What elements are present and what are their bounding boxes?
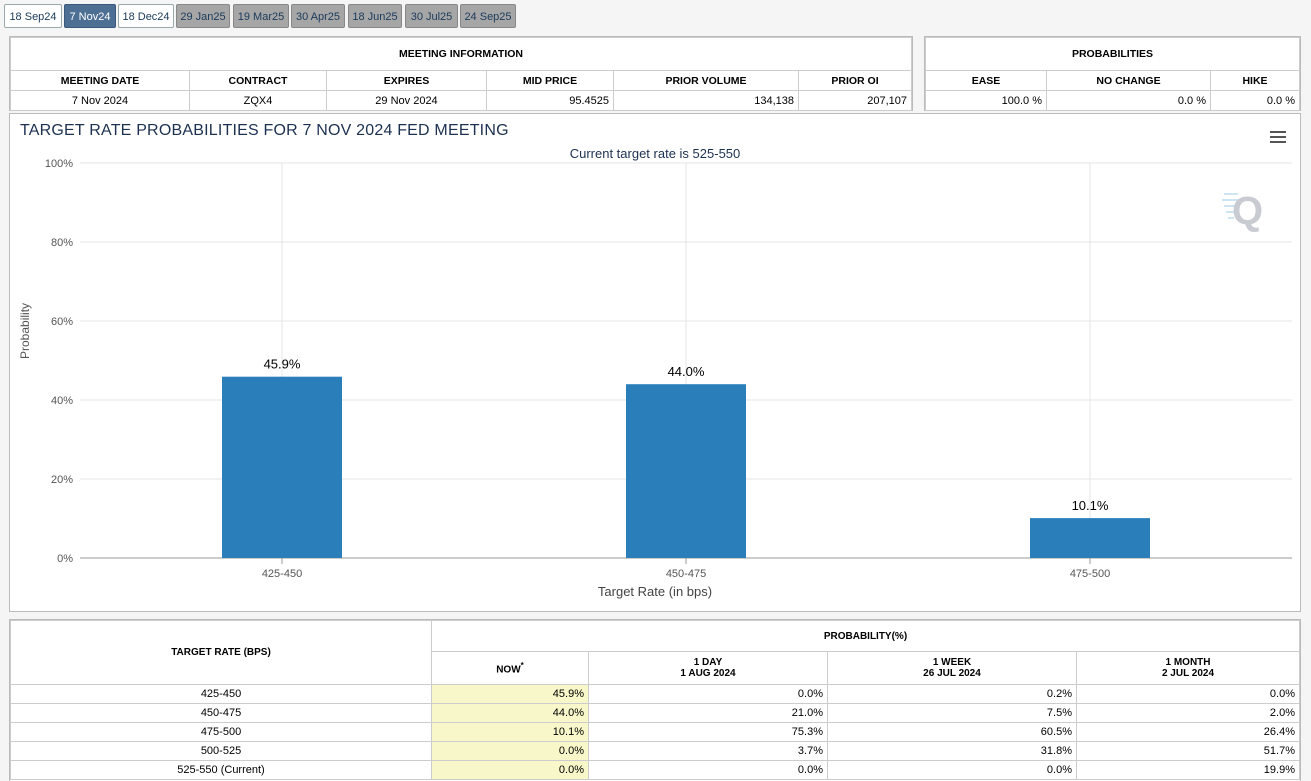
expires-value: 29 Nov 2024 (326, 90, 487, 111)
header-expires: EXPIRES (326, 70, 487, 91)
meeting-information-title: MEETING INFORMATION (10, 37, 912, 71)
header-now: NOW* (431, 651, 589, 685)
day-cell: 21.0% (588, 703, 828, 723)
now-cell: 44.0% (431, 703, 589, 723)
prior-oi-value: 207,107 (798, 90, 912, 111)
y-tick-label: 60% (51, 316, 73, 328)
day-cell: 0.0% (588, 684, 828, 704)
tab-18-jun25[interactable]: 18 Jun25 (348, 4, 402, 28)
week-cell: 0.2% (827, 684, 1077, 704)
probability-table-panel: TARGET RATE (BPS) PROBABILITY(%) NOW* 1 … (9, 619, 1301, 781)
week-cell: 31.8% (827, 741, 1077, 761)
tab-29-jan25[interactable]: 29 Jan25 (176, 4, 230, 28)
rate-cell: 450-475 (10, 703, 432, 723)
menu-icon[interactable] (1270, 131, 1286, 143)
quikstrike-logo-icon: Q (1222, 189, 1263, 233)
x-tick-label: 450-475 (666, 568, 706, 580)
mid-price-value: 95.4525 (486, 90, 614, 111)
meeting-information-panel: MEETING INFORMATION MEETING DATE CONTRAC… (9, 36, 913, 111)
tab-7-nov24[interactable]: 7 Nov24 (64, 4, 116, 28)
tab-24-sep25[interactable]: 24 Sep25 (460, 4, 516, 28)
header-no-change: NO CHANGE (1046, 70, 1211, 91)
no-change-value: 0.0 % (1046, 90, 1211, 111)
bar-450-475 (626, 384, 746, 558)
data-label: 45.9% (264, 357, 301, 372)
table-row: 475-500 10.1% 75.3% 60.5% 26.4% (10, 722, 1300, 742)
header-probability: PROBABILITY(%) (431, 620, 1300, 652)
tab-18-dec24[interactable]: 18 Dec24 (118, 4, 174, 28)
month-cell: 0.0% (1076, 684, 1300, 704)
header-1-month: 1 MONTH 2 JUL 2024 (1076, 651, 1300, 685)
svg-text:Q: Q (1232, 189, 1263, 233)
month-cell: 19.9% (1076, 760, 1300, 780)
now-cell: 0.0% (431, 760, 589, 780)
header-1-day: 1 DAY 1 AUG 2024 (588, 651, 828, 685)
probabilities-panel: PROBABILITIES EASE NO CHANGE HIKE 100.0 … (924, 36, 1301, 111)
rate-cell: 500-525 (10, 741, 432, 761)
week-cell: 0.0% (827, 760, 1077, 780)
header-prior-volume: PRIOR VOLUME (613, 70, 799, 91)
header-prior-oi: PRIOR OI (798, 70, 912, 91)
rate-cell: 425-450 (10, 684, 432, 704)
day-cell: 3.7% (588, 741, 828, 761)
header-contract: CONTRACT (189, 70, 327, 91)
tab-30-jul25[interactable]: 30 Jul25 (405, 4, 458, 28)
x-tick-label: 425-450 (262, 568, 302, 580)
header-ease: EASE (925, 70, 1047, 91)
y-tick-label: 0% (57, 553, 73, 565)
week-cell: 60.5% (827, 722, 1077, 742)
header-hike: HIKE (1210, 70, 1300, 91)
bar-425-450 (222, 376, 342, 558)
now-cell: 45.9% (431, 684, 589, 704)
probability-table: TARGET RATE (BPS) PROBABILITY(%) NOW* 1 … (10, 620, 1300, 780)
x-axis-label: Target Rate (in bps) (597, 584, 713, 599)
now-cell: 0.0% (431, 741, 589, 761)
month-cell: 26.4% (1076, 722, 1300, 742)
data-label: 10.1% (1072, 498, 1109, 513)
chart-subtitle: Current target rate is 525-550 (569, 146, 741, 161)
bar-475-500 (1030, 518, 1150, 558)
month-cell: 2.0% (1076, 703, 1300, 723)
day-cell: 0.0% (588, 760, 828, 780)
header-target-rate: TARGET RATE (BPS) (10, 620, 432, 685)
tab-19-mar25[interactable]: 19 Mar25 (233, 4, 289, 28)
header-meeting-date: MEETING DATE (10, 70, 190, 91)
y-tick-label: 80% (51, 237, 73, 249)
week-cell: 7.5% (827, 703, 1077, 723)
now-cell: 10.1% (431, 722, 589, 742)
meeting-information-table: MEETING INFORMATION MEETING DATE CONTRAC… (10, 37, 912, 111)
y-tick-label: 40% (51, 395, 73, 407)
table-row: 525-550 (Current) 0.0% 0.0% 0.0% 19.9% (10, 760, 1300, 780)
tab-30-apr25[interactable]: 30 Apr25 (291, 4, 345, 28)
table-row: 500-525 0.0% 3.7% 31.8% 51.7% (10, 741, 1300, 761)
hike-value: 0.0 % (1210, 90, 1300, 111)
month-cell: 51.7% (1076, 741, 1300, 761)
table-row: 450-475 44.0% 21.0% 7.5% 2.0% (10, 703, 1300, 723)
tab-18-sep24[interactable]: 18 Sep24 (4, 4, 62, 28)
data-label: 44.0% (668, 364, 705, 379)
header-mid-price: MID PRICE (486, 70, 614, 91)
probabilities-title: PROBABILITIES (925, 37, 1300, 71)
y-tick-label: 100% (45, 158, 73, 170)
rate-cell: 525-550 (Current) (10, 760, 432, 780)
y-tick-label: 20% (51, 474, 73, 486)
rate-cell: 475-500 (10, 722, 432, 742)
bar-chart: 0% 20% 40% 60% 80% 100% 45.9% 425-450 44.0% 450-4… (45, 158, 1292, 580)
ease-value: 100.0 % (925, 90, 1047, 111)
chart-panel: TARGET RATE PROBABILITIES FOR 7 NOV 2024… (9, 113, 1301, 612)
header-1-week: 1 WEEK 26 JUL 2024 (827, 651, 1077, 685)
meeting-date-value: 7 Nov 2024 (10, 90, 190, 111)
contract-value: ZQX4 (189, 90, 327, 111)
probabilities-table: PROBABILITIES EASE NO CHANGE HIKE 100.0 … (925, 37, 1300, 111)
x-tick-label: 475-500 (1070, 568, 1110, 580)
prior-volume-value: 134,138 (613, 90, 799, 111)
table-row: 425-450 45.9% 0.0% 0.2% 0.0% (10, 684, 1300, 704)
day-cell: 75.3% (588, 722, 828, 742)
chart-title: TARGET RATE PROBABILITIES FOR 7 NOV 2024… (20, 122, 509, 139)
